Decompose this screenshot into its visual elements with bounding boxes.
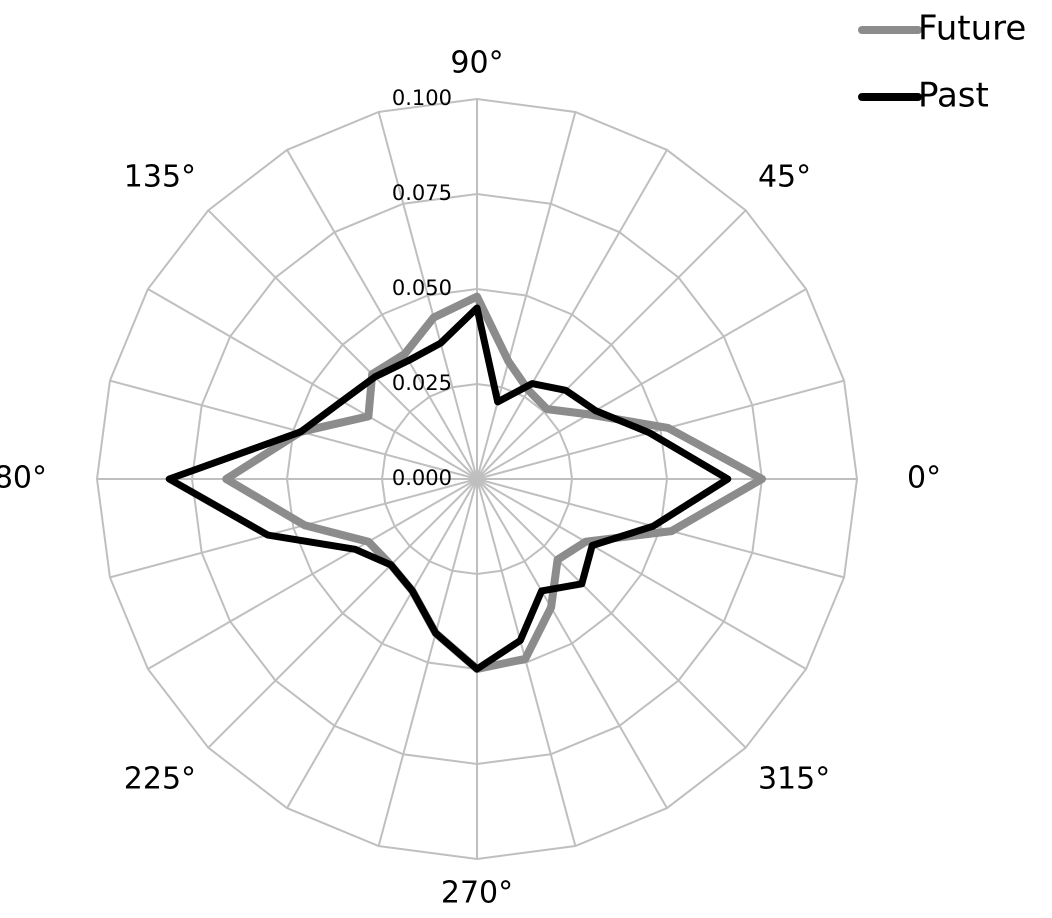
legend-label: Future (918, 9, 1026, 49)
grid-ring (95, 97, 859, 861)
category-label: 270° (441, 876, 513, 911)
series-line (165, 304, 732, 673)
category-label: 135° (124, 160, 196, 195)
category-label: 225° (124, 761, 196, 796)
category-label: 315° (758, 761, 830, 796)
grid-ring (285, 287, 669, 671)
legend-label: Past (918, 76, 989, 116)
r-tick-label: 0.025 (392, 371, 452, 395)
r-tick-label: 0.050 (392, 276, 452, 300)
grid-ring (380, 382, 574, 576)
category-label: 0° (907, 461, 941, 496)
category-label: 90° (450, 46, 503, 81)
category-label: 45° (758, 160, 811, 195)
grid-ring (190, 192, 764, 766)
series-line (222, 292, 766, 673)
r-tick-label: 0.100 (392, 86, 452, 110)
r-tick-label: 0.000 (392, 466, 452, 490)
category-label: 180° (0, 461, 47, 496)
r-tick-label: 0.075 (392, 181, 452, 205)
